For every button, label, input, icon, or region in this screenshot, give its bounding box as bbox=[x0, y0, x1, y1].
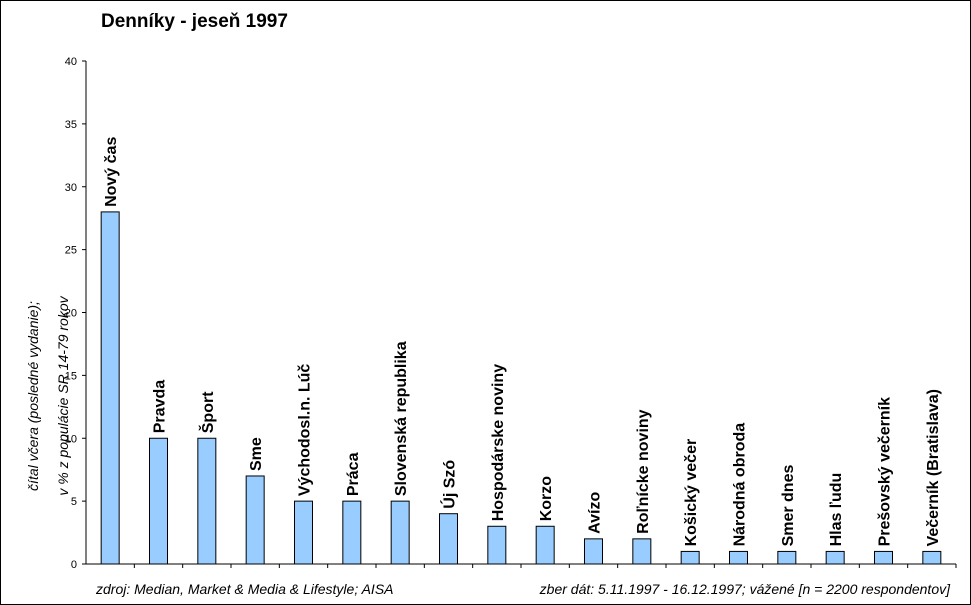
bar-label: Roľnícke noviny bbox=[635, 409, 652, 534]
bar-label: Večerník (Bratislava) bbox=[925, 389, 942, 546]
bar bbox=[294, 500, 313, 565]
y-tick-label: 10 bbox=[65, 433, 77, 445]
bar bbox=[390, 500, 410, 565]
bar-label: Avízo bbox=[587, 492, 604, 534]
chart-title: Denníky - jeseň 1997 bbox=[101, 11, 288, 32]
bar bbox=[149, 437, 168, 565]
bar bbox=[922, 550, 942, 565]
y-tick-label: 0 bbox=[71, 559, 77, 571]
y-tick-label: 20 bbox=[65, 308, 77, 320]
bar bbox=[487, 525, 507, 565]
footer-source: zdroj: Median, Market & Media & Lifestyl… bbox=[96, 581, 394, 597]
bar-label: Sme bbox=[248, 437, 265, 471]
bar bbox=[245, 475, 265, 565]
bars bbox=[100, 211, 957, 568]
bar-label: Prešovský večerník bbox=[877, 397, 894, 547]
bar bbox=[342, 500, 362, 565]
bar-label: Východosl.n. Lúč bbox=[297, 364, 314, 497]
bar bbox=[584, 538, 603, 565]
bar-label: Új Szó bbox=[440, 460, 459, 509]
bar-label: Korzo bbox=[538, 476, 555, 522]
bar-label: Košický večer bbox=[683, 439, 700, 547]
bar bbox=[632, 538, 652, 565]
y-tick-label: 35 bbox=[65, 119, 77, 131]
bar bbox=[197, 437, 217, 565]
y-tick-label: 40 bbox=[65, 56, 77, 68]
y-tick-label: 25 bbox=[65, 245, 77, 257]
bar-label: Práca bbox=[345, 452, 362, 496]
y-tick-label: 5 bbox=[71, 496, 77, 508]
bar bbox=[874, 550, 893, 565]
bar bbox=[439, 513, 458, 565]
y-tick-label: 15 bbox=[65, 370, 77, 382]
y-tick-label: 30 bbox=[65, 182, 77, 194]
bar bbox=[100, 211, 120, 565]
bar bbox=[825, 550, 845, 565]
bar bbox=[729, 550, 748, 565]
bar-label: Pravda bbox=[152, 380, 169, 433]
bar-labels: Nový čas Pravda Šport Sme Východosl.n. Lúč Pr… bbox=[103, 137, 942, 547]
bar-label: Smer dnes bbox=[780, 465, 797, 547]
bar-label: Šport bbox=[198, 391, 217, 433]
bar-label: Hlas ľudu bbox=[828, 473, 845, 547]
footer-collection-info: zber dát: 5.11.1997 - 16.12.1997; vážené… bbox=[539, 581, 950, 597]
bar bbox=[680, 550, 700, 565]
bar-label: Nový čas bbox=[103, 137, 120, 207]
bar-label: Slovenská republika bbox=[393, 341, 410, 496]
bar-label: Hospodárske noviny bbox=[490, 364, 507, 521]
bar-label: Národná obroda bbox=[732, 423, 749, 547]
bar bbox=[777, 550, 797, 565]
bar bbox=[535, 525, 555, 565]
